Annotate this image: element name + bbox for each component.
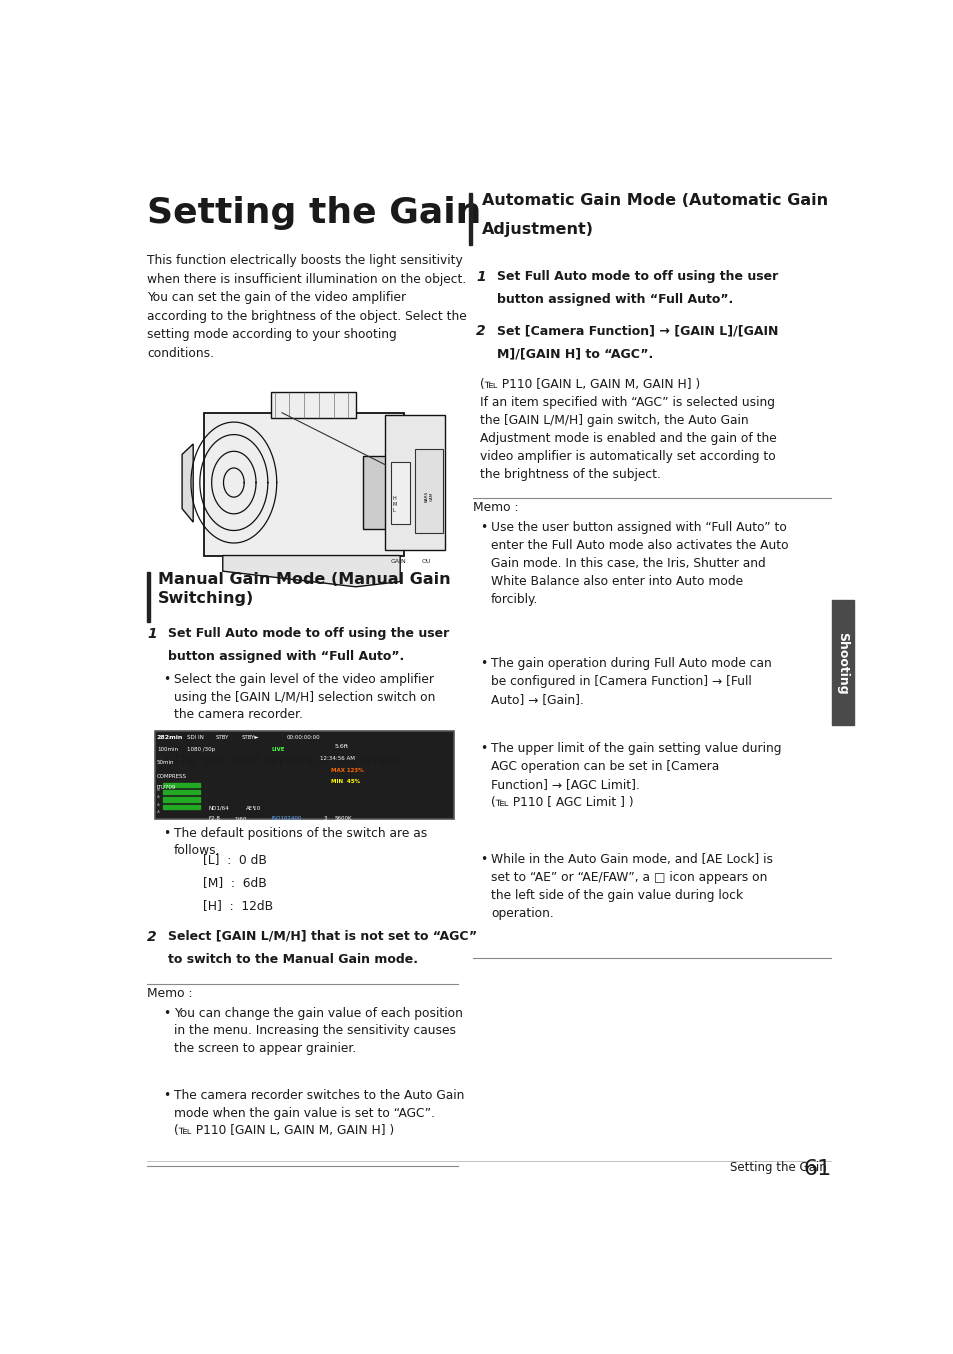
Text: Adjustment): Adjustment) (481, 222, 593, 237)
Text: Use the user button assigned with “Full Auto” to
enter the Full Auto mode also a: Use the user button assigned with “Full … (491, 521, 788, 607)
Bar (363, 456, 407, 529)
Polygon shape (222, 555, 400, 586)
Text: The upper limit of the gain setting value during
AGC operation can be set in [Ca: The upper limit of the gain setting valu… (491, 742, 781, 810)
Text: Shooting: Shooting (836, 631, 849, 695)
Text: 5600K: 5600K (335, 816, 352, 821)
Text: button assigned with “Full Auto”.: button assigned with “Full Auto”. (168, 650, 404, 663)
Text: MAX 123%: MAX 123% (331, 768, 363, 773)
Text: 1: 1 (476, 269, 485, 284)
Text: AE↯0: AE↯0 (246, 806, 261, 811)
Text: COMPRESS: COMPRESS (157, 774, 187, 780)
Text: 50min: 50min (157, 760, 174, 765)
Text: While in the Auto Gain mode, and [AE Lock] is
set to “AE” or “AE/FAW”, a □ icon : While in the Auto Gain mode, and [AE Loc… (491, 853, 772, 919)
Text: ND1/64: ND1/64 (209, 806, 230, 811)
Text: [M]  :  6dB: [M] : 6dB (203, 876, 266, 888)
Text: 61: 61 (802, 1159, 831, 1179)
Text: The default positions of the switch are as
follows.: The default positions of the switch are … (173, 826, 427, 857)
Text: •: • (479, 521, 487, 533)
Bar (831, 600, 853, 726)
Bar (147, 573, 151, 623)
Bar (415, 450, 442, 532)
Text: [H]  :  12dB: [H] : 12dB (203, 899, 273, 911)
Text: •: • (164, 673, 171, 686)
Text: The gain operation during Full Auto mode can
be configured in [Camera Function] : The gain operation during Full Auto mode… (491, 657, 771, 705)
Text: H
M
L: H M L (393, 496, 396, 513)
Bar (163, 798, 199, 802)
Text: ITU709: ITU709 (157, 785, 176, 789)
Text: button assigned with “Full Auto”.: button assigned with “Full Auto”. (497, 292, 733, 306)
Text: 1/60: 1/60 (234, 816, 247, 821)
Text: (℡ P110 [GAIN L, GAIN M, GAIN H] )
If an item specified with “AGC” is selected u: (℡ P110 [GAIN L, GAIN M, GAIN H] ) If an… (479, 378, 776, 481)
Text: 00:00:00:00: 00:00:00:00 (286, 735, 319, 739)
Text: M]/[GAIN H] to “AGC”.: M]/[GAIN H] to “AGC”. (497, 347, 653, 360)
Text: You can change the gain value of each position
in the menu. Increasing the sensi: You can change the gain value of each po… (173, 1007, 462, 1055)
Text: A: A (157, 803, 160, 807)
Text: Select [GAIN L/M/H] that is not set to “AGC”: Select [GAIN L/M/H] that is not set to “… (168, 930, 476, 942)
Text: STBY►: STBY► (242, 735, 259, 739)
Text: The gain level appears on the screen.: The gain level appears on the screen. (173, 754, 405, 766)
Bar (154, 731, 454, 819)
Bar (163, 783, 199, 787)
Text: Setting the Gain: Setting the Gain (729, 1160, 826, 1174)
Bar (469, 192, 472, 245)
Bar (391, 462, 410, 524)
Text: MIN  45%: MIN 45% (331, 779, 359, 784)
Text: 12:34:56 AM: 12:34:56 AM (319, 756, 355, 761)
Polygon shape (182, 444, 193, 523)
Text: Set [Camera Function] → [GAIN L]/[GAIN: Set [Camera Function] → [GAIN L]/[GAIN (497, 324, 778, 337)
Bar (204, 413, 403, 555)
Text: Set Full Auto mode to off using the user: Set Full Auto mode to off using the user (168, 627, 449, 640)
Text: Select the gain level of the video amplifier
using the [GAIN L/M/H] selection sw: Select the gain level of the video ampli… (173, 673, 435, 722)
Text: STBY: STBY (216, 735, 230, 739)
Text: GAIN: GAIN (391, 559, 406, 563)
Text: [L]  :  0 dB: [L] : 0 dB (203, 853, 267, 865)
Text: ISO102400: ISO102400 (272, 816, 301, 821)
Text: •: • (164, 1090, 171, 1102)
Text: Memo :: Memo : (147, 987, 193, 1001)
Bar (163, 791, 199, 795)
Text: Automatic Gain Mode (Automatic Gain: Automatic Gain Mode (Automatic Gain (481, 192, 827, 207)
Text: •: • (479, 853, 487, 865)
Bar (385, 414, 444, 550)
Text: •: • (164, 754, 171, 766)
Text: A: A (157, 788, 160, 792)
Text: OU: OU (421, 559, 431, 563)
Text: •: • (479, 742, 487, 756)
Text: A: A (157, 810, 160, 814)
Text: LIVE: LIVE (272, 747, 285, 753)
Bar (271, 391, 355, 418)
Text: 5.6ft: 5.6ft (335, 745, 348, 749)
Text: F2.8: F2.8 (209, 816, 220, 821)
Text: A: A (157, 795, 160, 799)
Text: •: • (164, 826, 171, 839)
Text: The camera recorder switches to the Auto Gain
mode when the gain value is set to: The camera recorder switches to the Auto… (173, 1090, 464, 1137)
Text: This function electrically boosts the light sensitivity
when there is insufficie: This function electrically boosts the li… (147, 255, 467, 360)
Text: 100min: 100min (157, 747, 178, 753)
Text: 1080 /30p: 1080 /30p (187, 747, 214, 753)
Text: Memo :: Memo : (472, 501, 517, 515)
Text: 3: 3 (323, 816, 327, 821)
Text: 1: 1 (147, 627, 157, 642)
Text: 2: 2 (147, 930, 157, 944)
Text: Manual Gain Mode (Manual Gain
Switching): Manual Gain Mode (Manual Gain Switching) (157, 573, 450, 607)
Text: Setting the Gain: Setting the Gain (147, 196, 481, 230)
Text: 282min: 282min (157, 735, 183, 739)
Text: SDI IN: SDI IN (187, 735, 203, 739)
Text: 2: 2 (476, 324, 485, 338)
Text: •: • (479, 657, 487, 670)
Text: Set Full Auto mode to off using the user: Set Full Auto mode to off using the user (497, 269, 778, 283)
Text: to switch to the Manual Gain mode.: to switch to the Manual Gain mode. (168, 953, 417, 965)
Text: BARS
CAM: BARS CAM (424, 490, 433, 502)
Text: •: • (164, 1007, 171, 1020)
Bar (163, 804, 199, 808)
